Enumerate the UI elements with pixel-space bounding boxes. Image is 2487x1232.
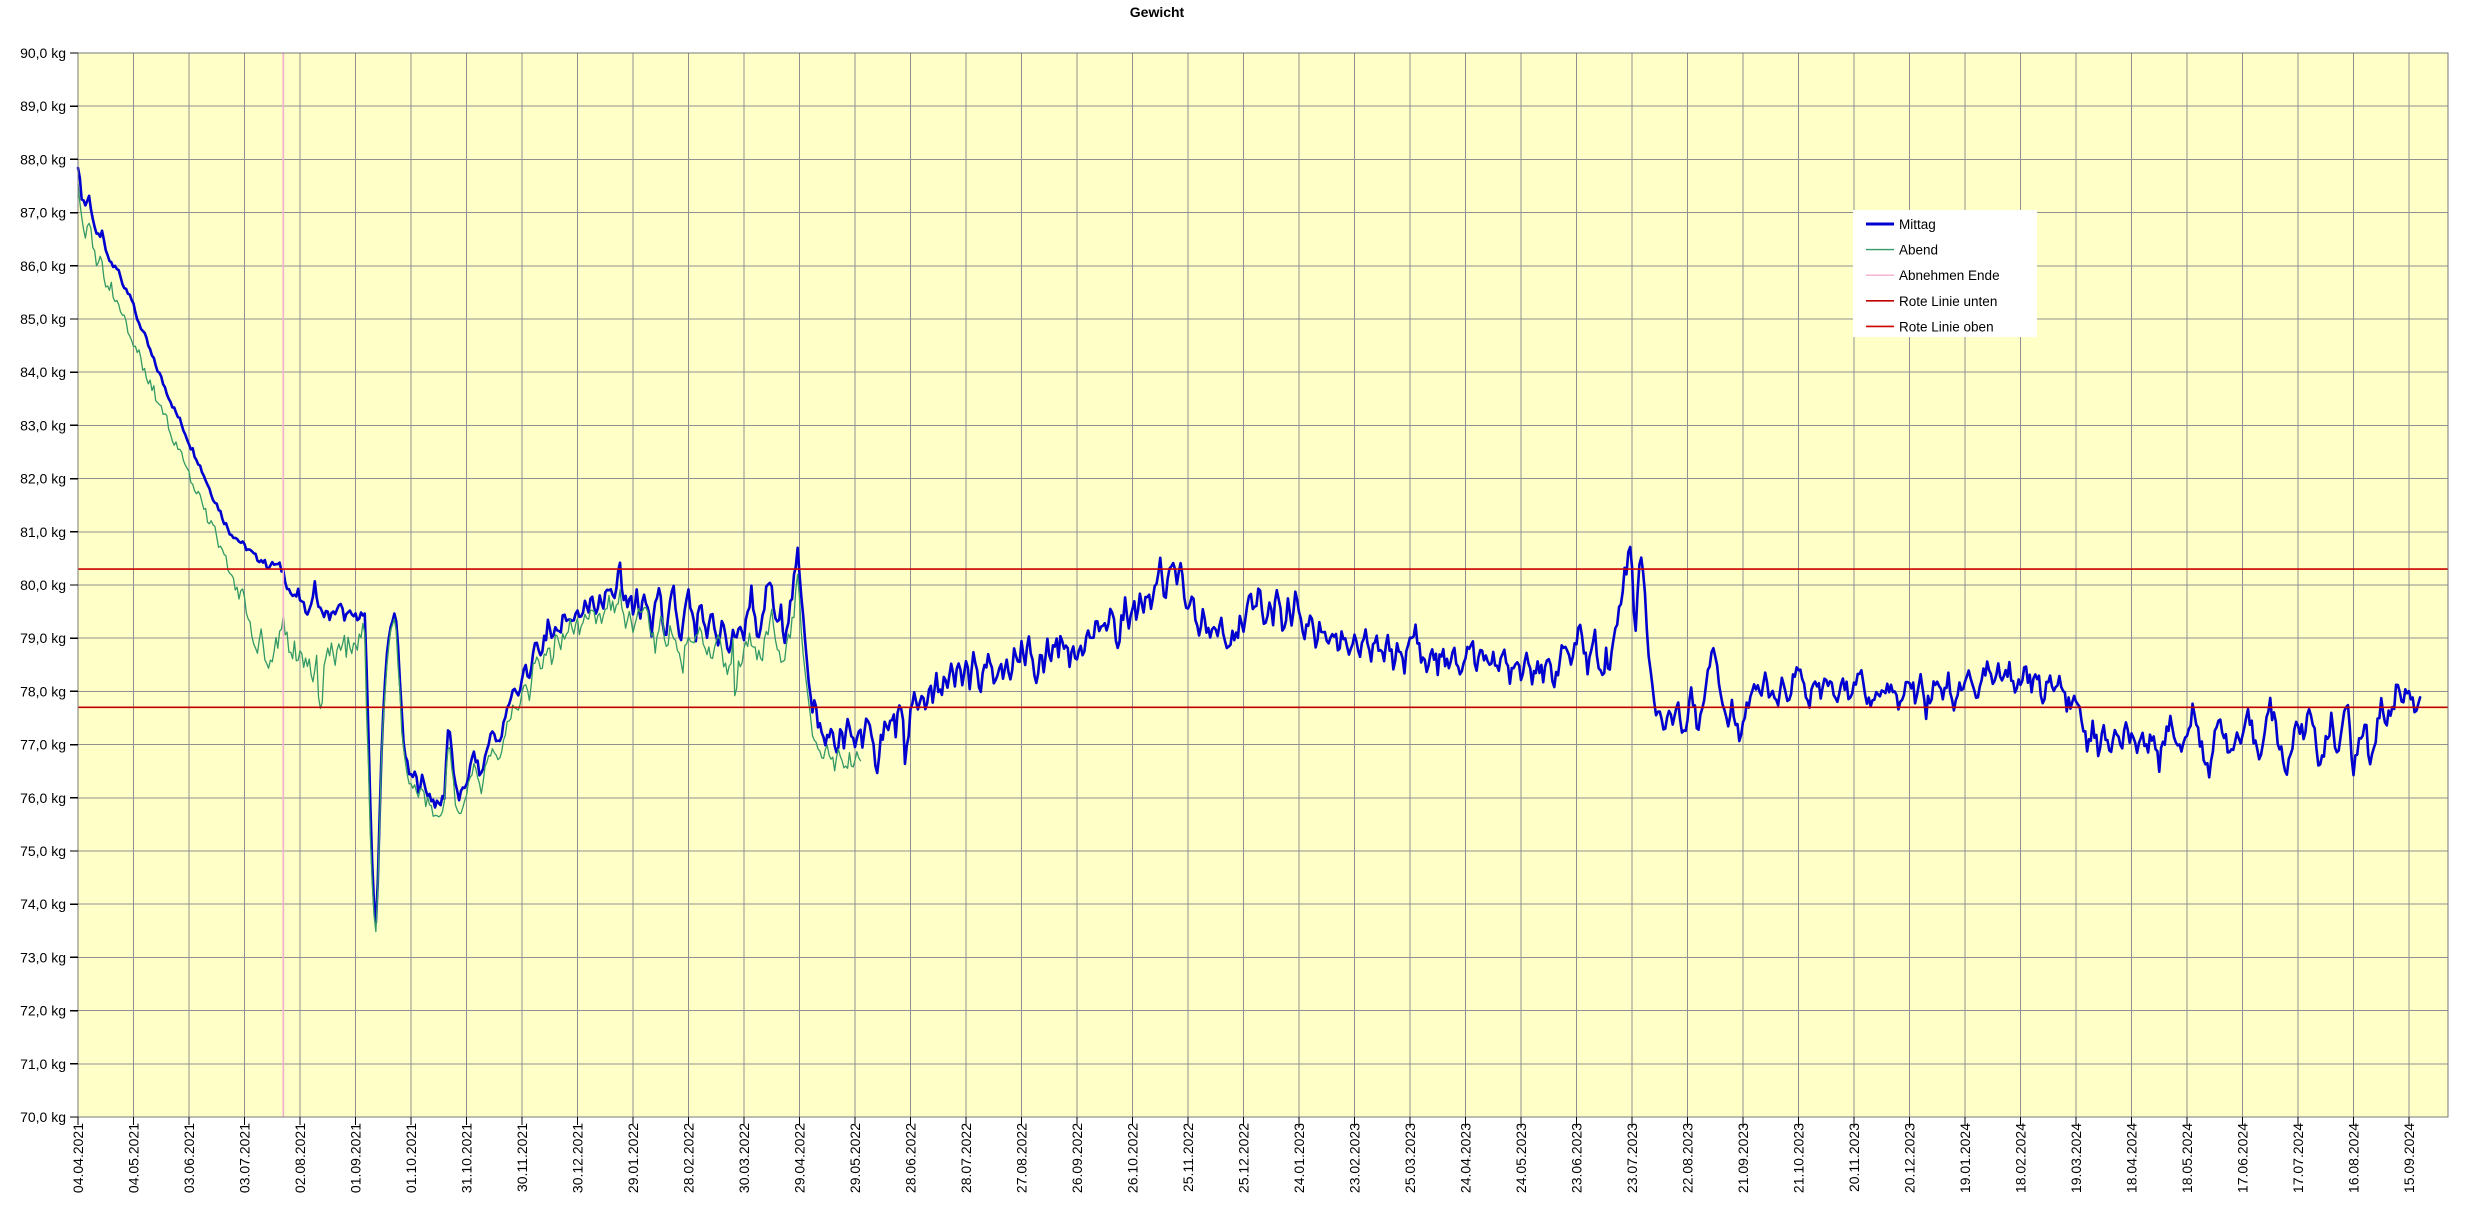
x-tick-label: 24.04.2023 (1458, 1123, 1474, 1193)
x-tick-label: 15.09.2024 (2401, 1123, 2417, 1193)
y-tick-label: 86,0 kg (20, 258, 66, 274)
x-tick-label: 16.08.2024 (2346, 1123, 2362, 1193)
x-tick-label: 26.10.2022 (1125, 1123, 1141, 1193)
x-tick-label: 01.10.2021 (403, 1123, 419, 1193)
x-tick-label: 18.02.2024 (2013, 1123, 2029, 1193)
y-axis: 90,0 kg 89,0 kg 88,0 kg 87,0 kg 86,0 kg 85,0 … (20, 45, 78, 1125)
y-tick-label: 81,0 kg (20, 524, 66, 540)
series-mittag (76, 166, 2422, 924)
x-tick-label: 03.07.2021 (237, 1123, 253, 1193)
series-abend (77, 183, 862, 933)
x-tick-label: 24.05.2023 (1513, 1123, 1529, 1193)
x-tick-label: 28.02.2022 (681, 1123, 697, 1193)
y-tick-label: 70,0 kg (20, 1109, 66, 1125)
y-tick-label: 71,0 kg (20, 1056, 66, 1072)
legend-label: Abend (1899, 243, 1938, 258)
x-tick-label: 25.12.2022 (1236, 1123, 1252, 1193)
x-tick-label: 30.12.2021 (570, 1123, 586, 1193)
gridlines (77, 53, 2448, 1117)
y-tick-label: 80,0 kg (20, 577, 66, 593)
x-tick-label: 29.05.2022 (847, 1123, 863, 1193)
x-tick-label: 29.04.2022 (792, 1123, 808, 1193)
x-tick-label: 31.10.2021 (459, 1123, 475, 1193)
x-tick-label: 23.07.2023 (1624, 1123, 1640, 1193)
axes: 90,0 kg 89,0 kg 88,0 kg 87,0 kg 86,0 kg 85,0 … (20, 45, 2417, 1193)
y-tick-label: 74,0 kg (20, 896, 66, 912)
x-tick-label: 25.11.2022 (1180, 1123, 1196, 1192)
x-tick-label: 28.06.2022 (903, 1123, 919, 1193)
x-tick-label: 30.11.2021 (514, 1123, 530, 1192)
x-tick-label: 17.06.2024 (2235, 1123, 2251, 1193)
legend: Mittag Abend Abnehmen Ende Rote Linie unten… (1853, 210, 2037, 337)
x-tick-label: 01.09.2021 (348, 1123, 364, 1193)
x-tick-label: 18.04.2024 (2124, 1123, 2140, 1193)
y-tick-label: 88,0 kg (20, 151, 66, 167)
x-tick-label: 26.09.2022 (1069, 1123, 1085, 1193)
x-tick-label: 03.06.2021 (181, 1123, 197, 1193)
x-tick-label: 21.09.2023 (1735, 1123, 1751, 1193)
legend-item: Rote Linie unten (1866, 294, 1997, 309)
x-axis: 04.04.2021 04.05.2021 03.06.2021 03.07.2021… (70, 1117, 2417, 1193)
chart-title: Gewicht (1130, 4, 1185, 20)
y-tick-label: 85,0 kg (20, 311, 66, 327)
x-tick-label: 30.03.2022 (736, 1123, 752, 1193)
x-tick-label: 19.03.2024 (2068, 1123, 2084, 1193)
x-tick-label: 24.01.2023 (1291, 1123, 1307, 1193)
legend-item: Abend (1866, 243, 1938, 258)
x-tick-label: 23.06.2023 (1569, 1123, 1585, 1193)
x-tick-label: 04.05.2021 (126, 1123, 142, 1193)
legend-label: Abnehmen Ende (1899, 268, 2000, 283)
y-tick-label: 72,0 kg (20, 1003, 66, 1019)
x-tick-label: 04.04.2021 (70, 1123, 86, 1193)
y-tick-label: 90,0 kg (20, 45, 66, 61)
x-tick-label: 20.12.2023 (1902, 1123, 1918, 1193)
x-tick-label: 29.01.2022 (625, 1123, 641, 1193)
x-tick-label: 21.10.2023 (1791, 1123, 1807, 1193)
legend-item: Abnehmen Ende (1866, 268, 2000, 283)
legend-label: Rote Linie oben (1899, 319, 1994, 334)
x-tick-label: 19.01.2024 (1957, 1123, 1973, 1193)
x-tick-label: 27.08.2022 (1014, 1123, 1030, 1193)
x-tick-label: 20.11.2023 (1846, 1123, 1862, 1192)
y-tick-label: 89,0 kg (20, 98, 66, 114)
x-tick-label: 02.08.2021 (292, 1123, 308, 1193)
plot-area (76, 52, 2449, 1118)
y-tick-label: 83,0 kg (20, 417, 66, 433)
y-tick-label: 79,0 kg (20, 630, 66, 646)
x-tick-label: 25.03.2023 (1402, 1123, 1418, 1193)
legend-item: Rote Linie oben (1866, 319, 1994, 334)
y-tick-label: 73,0 kg (20, 949, 66, 965)
x-tick-label: 28.07.2022 (958, 1123, 974, 1193)
x-tick-label: 18.05.2024 (2179, 1123, 2195, 1193)
y-tick-label: 82,0 kg (20, 471, 66, 487)
legend-label: Mittag (1899, 217, 1936, 232)
y-tick-label: 76,0 kg (20, 790, 66, 806)
legend-box (1853, 210, 2037, 337)
y-tick-label: 78,0 kg (20, 683, 66, 699)
x-tick-label: 23.02.2023 (1347, 1123, 1363, 1193)
y-tick-label: 84,0 kg (20, 364, 66, 380)
y-tick-label: 75,0 kg (20, 843, 66, 859)
x-tick-label: 22.08.2023 (1680, 1123, 1696, 1193)
y-tick-label: 77,0 kg (20, 737, 66, 753)
legend-label: Rote Linie unten (1899, 294, 1997, 309)
legend-item: Mittag (1866, 217, 1936, 232)
x-tick-label: 17.07.2024 (2290, 1123, 2306, 1193)
y-tick-label: 87,0 kg (20, 205, 66, 221)
